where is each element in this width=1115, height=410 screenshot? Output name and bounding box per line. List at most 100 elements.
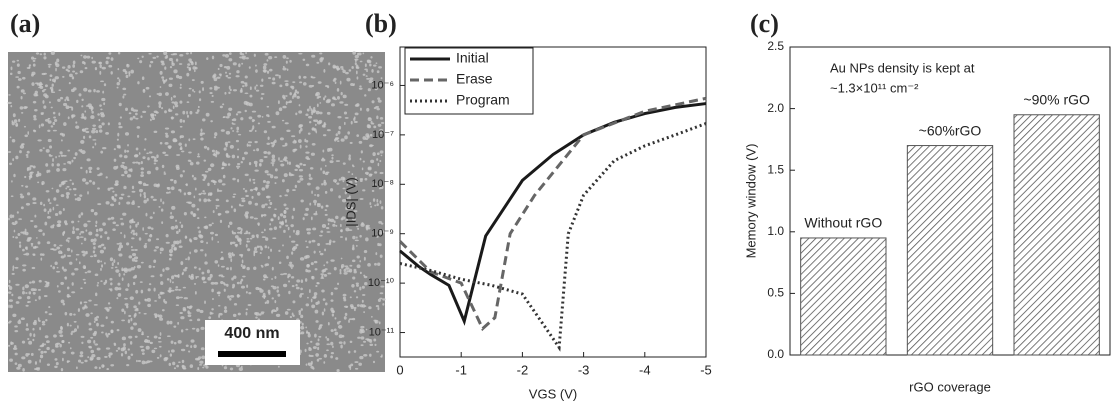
nanoparticle bbox=[305, 207, 309, 212]
nanoparticle bbox=[128, 314, 132, 318]
nanoparticle bbox=[209, 273, 213, 278]
nanoparticle bbox=[353, 290, 357, 293]
nanoparticle bbox=[102, 146, 107, 150]
nanoparticle bbox=[356, 134, 360, 138]
nanoparticle bbox=[213, 152, 216, 157]
nanoparticle bbox=[127, 195, 131, 198]
nanoparticle bbox=[18, 218, 23, 220]
nanoparticle bbox=[295, 286, 300, 290]
nanoparticle bbox=[104, 355, 108, 358]
nanoparticle bbox=[290, 174, 295, 176]
nanoparticle bbox=[310, 262, 314, 266]
nanoparticle bbox=[245, 230, 249, 235]
nanoparticle bbox=[299, 144, 302, 149]
nanoparticle bbox=[362, 52, 365, 55]
nanoparticle bbox=[217, 304, 221, 307]
nanoparticle bbox=[282, 244, 284, 247]
nanoparticle bbox=[55, 204, 59, 206]
nanoparticle bbox=[124, 303, 129, 306]
nanoparticle bbox=[326, 231, 331, 233]
nanoparticle bbox=[123, 155, 128, 159]
nanoparticle bbox=[182, 306, 186, 311]
nanoparticle bbox=[112, 190, 115, 193]
nanoparticle bbox=[130, 326, 134, 330]
nanoparticle bbox=[151, 349, 156, 354]
nanoparticle bbox=[223, 309, 228, 314]
nanoparticle bbox=[81, 250, 86, 254]
nanoparticle bbox=[179, 311, 183, 314]
nanoparticle bbox=[229, 88, 232, 92]
nanoparticle bbox=[153, 259, 157, 263]
nanoparticle bbox=[98, 61, 101, 65]
nanoparticle bbox=[153, 335, 158, 339]
nanoparticle bbox=[186, 305, 189, 309]
nanoparticle bbox=[61, 266, 65, 270]
nanoparticle bbox=[75, 258, 78, 261]
nanoparticle bbox=[32, 165, 36, 169]
nanoparticle bbox=[182, 119, 186, 123]
nanoparticle bbox=[323, 68, 326, 73]
nanoparticle bbox=[323, 264, 326, 267]
nanoparticle bbox=[248, 129, 253, 132]
nanoparticle bbox=[293, 229, 295, 233]
nanoparticle bbox=[330, 351, 335, 355]
nanoparticle bbox=[12, 113, 16, 118]
nanoparticle bbox=[265, 195, 270, 199]
nanoparticle bbox=[211, 236, 214, 241]
nanoparticle bbox=[172, 361, 176, 366]
nanoparticle bbox=[356, 304, 360, 307]
nanoparticle bbox=[159, 141, 163, 145]
nanoparticle bbox=[118, 201, 121, 205]
nanoparticle bbox=[237, 312, 241, 316]
nanoparticle bbox=[313, 250, 316, 254]
nanoparticle bbox=[153, 130, 158, 134]
nanoparticle bbox=[335, 224, 338, 227]
nanoparticle bbox=[28, 291, 32, 295]
nanoparticle bbox=[323, 273, 328, 277]
nanoparticle bbox=[73, 328, 78, 332]
nanoparticle bbox=[79, 194, 83, 197]
nanoparticle bbox=[170, 96, 173, 101]
nanoparticle bbox=[211, 55, 215, 60]
nanoparticle bbox=[377, 99, 382, 103]
nanoparticle bbox=[105, 201, 110, 205]
nanoparticle bbox=[256, 148, 260, 152]
nanoparticle bbox=[73, 313, 76, 316]
nanoparticle bbox=[81, 341, 84, 345]
nanoparticle bbox=[124, 310, 126, 315]
nanoparticle bbox=[225, 210, 230, 214]
nanoparticle bbox=[121, 308, 125, 313]
nanoparticle bbox=[123, 234, 126, 239]
nanoparticle bbox=[314, 194, 317, 196]
nanoparticle bbox=[359, 329, 363, 334]
nanoparticle bbox=[123, 93, 127, 96]
nanoparticle bbox=[245, 57, 249, 60]
nanoparticle bbox=[31, 73, 34, 77]
nanoparticle bbox=[123, 185, 127, 190]
nanoparticle bbox=[164, 357, 169, 361]
nanoparticle bbox=[135, 117, 139, 120]
nanoparticle bbox=[271, 297, 274, 300]
nanoparticle bbox=[275, 306, 279, 311]
nanoparticle bbox=[354, 176, 357, 180]
legend-box bbox=[404, 47, 534, 115]
nanoparticle bbox=[20, 317, 25, 321]
nanoparticle bbox=[262, 65, 267, 70]
nanoparticle bbox=[56, 223, 61, 228]
nanoparticle bbox=[317, 282, 320, 285]
nanoparticle bbox=[107, 217, 111, 221]
x-axis-label: VGS (V) bbox=[529, 386, 577, 401]
nanoparticle bbox=[233, 302, 238, 306]
nanoparticle bbox=[17, 363, 22, 368]
nanoparticle bbox=[149, 118, 152, 122]
nanoparticle bbox=[322, 134, 327, 137]
nanoparticle bbox=[335, 133, 338, 137]
nanoparticle bbox=[193, 195, 196, 199]
panel-label: (b) bbox=[365, 9, 397, 38]
nanoparticle bbox=[200, 128, 203, 133]
nanoparticle bbox=[305, 254, 310, 259]
nanoparticle bbox=[186, 101, 190, 104]
nanoparticle bbox=[213, 136, 217, 139]
nanoparticle bbox=[302, 58, 306, 61]
nanoparticle bbox=[359, 60, 363, 63]
